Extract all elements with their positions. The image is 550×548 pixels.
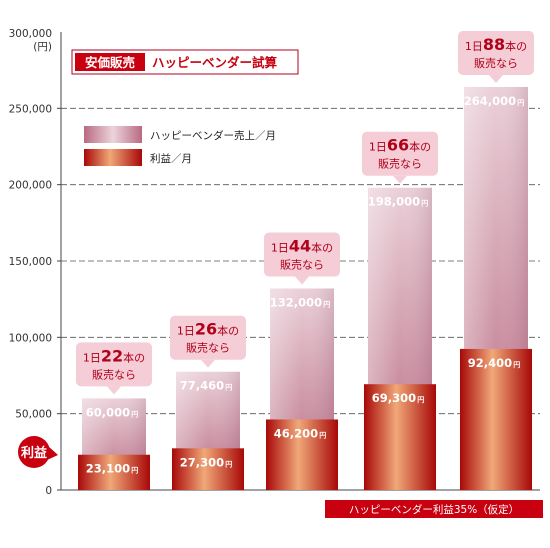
callout-line1: 1日88本の <box>465 35 527 54</box>
callout-line1: 1日66本の <box>369 136 431 155</box>
y-tick-label: 100,000 <box>9 332 52 344</box>
profit-value-label: 27,300円 <box>180 455 232 469</box>
yen-unit: 円 <box>517 99 524 107</box>
profit-value-label: 23,100円 <box>86 462 138 476</box>
callout-pointer <box>295 276 309 285</box>
revenue-value: 264,000 <box>464 94 516 108</box>
callout-day-prefix: 1日 <box>271 241 289 254</box>
y-axis-ticks: 0 50,000 100,000 150,000 200,000 250,000 <box>9 103 61 497</box>
revenue-value-label: 60,000円 <box>86 405 138 419</box>
profit-value: 27,300 <box>180 455 224 469</box>
legend-swatch-revenue <box>84 126 142 143</box>
callout-pointer <box>393 175 407 184</box>
profit-value-label: 69,300円 <box>372 391 424 405</box>
bars: 60,000円23,100円77,460円27,300円132,000円46,2… <box>78 86 532 491</box>
legend-label-profit: 利益／月 <box>150 152 192 165</box>
callout-day-prefix: 1日 <box>465 40 483 53</box>
profit-value-label: 46,200円 <box>274 426 326 440</box>
profit-side-badge: 利益 <box>18 436 58 468</box>
footnote-background <box>325 500 543 518</box>
callout-pointer <box>201 359 215 368</box>
revenue-value: 77,460 <box>180 379 224 393</box>
callout-line1: 1日22本の <box>83 346 145 365</box>
header-badge-label: 安価販売 <box>85 55 136 70</box>
callout-line2: 販売なら <box>186 342 230 355</box>
callout-count-suffix: 本の <box>409 140 431 154</box>
callout-day-prefix: 1日 <box>177 325 195 338</box>
yen-unit: 円 <box>131 410 138 418</box>
callout-day-prefix: 1日 <box>83 351 101 364</box>
y-tick-label: 250,000 <box>9 103 52 115</box>
yen-unit: 円 <box>131 467 138 475</box>
callout-count: 66 <box>387 136 409 155</box>
legend-label-revenue: ハッピーベンダー売上／月 <box>150 129 276 142</box>
callout-line1: 1日26本の <box>177 320 239 339</box>
yen-unit: 円 <box>417 396 424 404</box>
profit-value: 46,200 <box>274 426 318 440</box>
callout-bubble <box>362 131 438 176</box>
revenue-value-label: 264,000円 <box>464 94 524 108</box>
profit-badge-label: 利益 <box>21 445 47 461</box>
callout-count-suffix: 本の <box>505 39 527 53</box>
revenue-value-label: 198,000円 <box>368 195 428 209</box>
callout-line2: 販売なら <box>378 158 422 171</box>
y-axis-top-label: 300,000 <box>9 28 52 40</box>
chart-header: 安価販売 ハッピーベンダー試算 <box>71 49 299 75</box>
revenue-value: 132,000 <box>270 295 322 309</box>
header-badge <box>75 53 145 71</box>
callout-bubble <box>76 342 152 387</box>
callout-count-suffix: 本の <box>311 240 333 254</box>
y-tick-label: 150,000 <box>9 256 52 268</box>
footnote-text: ハッピーベンダー利益35%（仮定） <box>349 503 519 516</box>
chart-title: ハッピーベンダー試算 <box>152 55 278 70</box>
profit-bar <box>460 348 532 490</box>
callout-count: 22 <box>101 346 123 365</box>
profit-bar <box>364 384 436 490</box>
callout-count: 26 <box>195 320 217 339</box>
y-tick-label: 200,000 <box>9 180 52 192</box>
profit-bar <box>78 454 150 490</box>
profit-badge-pointer <box>47 446 58 460</box>
profit-value: 69,300 <box>372 391 416 405</box>
yen-unit: 円 <box>225 460 232 468</box>
revenue-value: 60,000 <box>86 405 130 419</box>
callout-day-prefix: 1日 <box>369 141 387 154</box>
yen-unit: 円 <box>323 300 330 308</box>
yen-unit: 円 <box>421 200 428 208</box>
profit-value-label: 92,400円 <box>468 356 520 370</box>
profit-bar <box>266 419 338 490</box>
yen-unit: 円 <box>513 361 520 369</box>
legend: ハッピーベンダー売上／月 利益／月 <box>78 119 310 175</box>
yen-unit: 円 <box>225 384 232 392</box>
legend-swatch-profit <box>84 149 142 166</box>
revenue-value-label: 77,460円 <box>180 379 232 393</box>
callout-bubble <box>170 315 246 360</box>
callout-line2: 販売なら <box>92 368 136 381</box>
revenue-value: 198,000 <box>368 195 420 209</box>
profit-value: 23,100 <box>86 462 130 476</box>
callout-line2: 販売なら <box>474 57 518 70</box>
profit-value: 92,400 <box>468 356 512 370</box>
callout-pointer <box>489 74 503 83</box>
yen-unit: 円 <box>319 431 326 439</box>
callout-bubble <box>264 232 340 277</box>
callout-count-suffix: 本の <box>123 350 145 364</box>
callout-count: 44 <box>289 236 311 255</box>
profit-badge-circle <box>18 436 50 468</box>
y-axis-unit-label: (円) <box>33 41 52 53</box>
profit-bar <box>172 448 244 490</box>
callout-count-suffix: 本の <box>217 324 239 338</box>
callout-count: 88 <box>483 35 505 54</box>
footnote-bar: ハッピーベンダー利益35%（仮定） <box>325 500 543 518</box>
callout-pointer <box>107 386 121 395</box>
callout-line2: 販売なら <box>280 258 324 271</box>
callout-bubble <box>458 30 534 75</box>
y-tick-label: 50,000 <box>15 409 52 421</box>
revenue-value-label: 132,000円 <box>270 295 330 309</box>
callouts: 1日22本の販売なら1日26本の販売なら1日44本の販売なら1日66本の販売なら… <box>76 30 534 395</box>
y-tick-label: 0 <box>45 485 52 497</box>
callout-line1: 1日44本の <box>271 236 333 255</box>
